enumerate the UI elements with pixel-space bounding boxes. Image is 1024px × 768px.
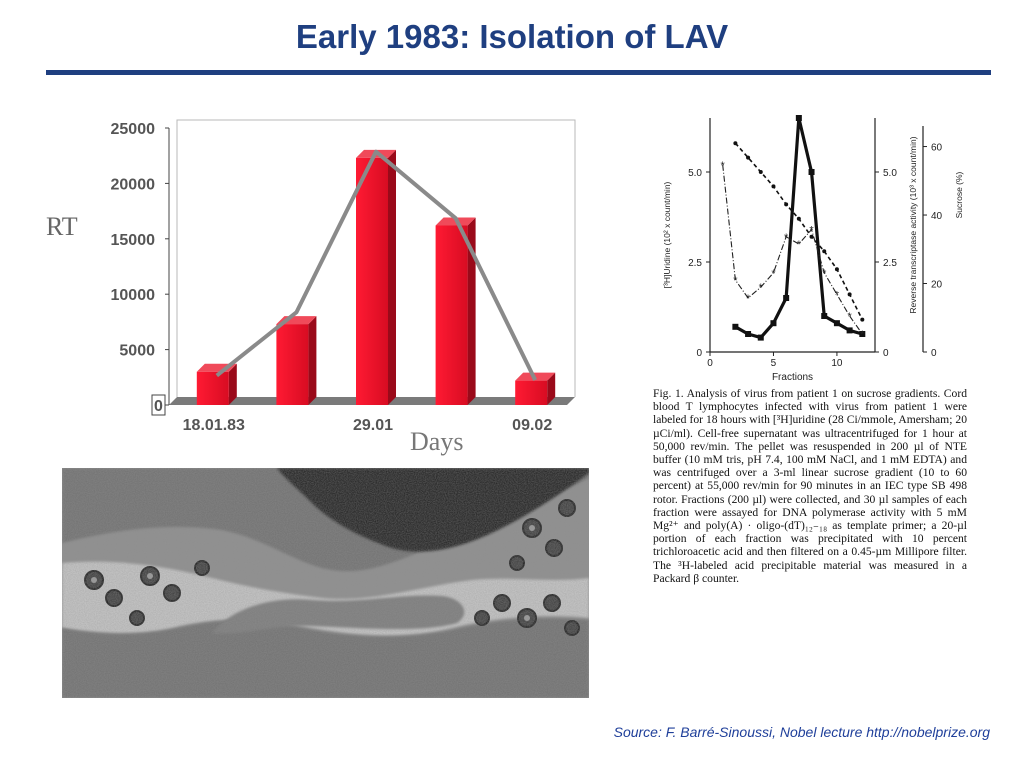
bar	[515, 380, 548, 405]
slide-title: Early 1983: Isolation of LAV	[295, 18, 729, 55]
uridine-point: *	[784, 232, 789, 244]
y-axis-label: RT	[46, 212, 78, 241]
rt-activity-point	[859, 331, 866, 337]
x-tick-label: 18.01.83	[183, 417, 245, 434]
uridine-point: *	[746, 293, 751, 305]
sucrose-point	[758, 170, 763, 174]
sucrose-point	[796, 216, 801, 221]
rt-activity-point	[833, 320, 840, 327]
sucrose-point	[784, 202, 789, 207]
sucrose-point	[847, 292, 852, 297]
bar-side	[547, 372, 556, 405]
uridine-line	[722, 164, 863, 335]
uridine-point: *	[835, 289, 840, 301]
sucrose-point	[822, 249, 827, 254]
uridine-point: *	[771, 268, 776, 280]
rt-activity-point	[783, 295, 790, 301]
trend-line	[215, 149, 537, 381]
right-tick-label: 2.5	[883, 258, 897, 269]
uridine-point: *	[797, 239, 802, 251]
sucrose-point	[733, 141, 738, 146]
figure-caption: Fig. 1. Analysis of virus from patient 1…	[653, 387, 967, 585]
x-axis-label: Fractions	[772, 372, 813, 383]
sucrose-tick-label: 40	[931, 211, 943, 222]
uridine-point: *	[759, 282, 764, 294]
zero-label-box	[151, 394, 166, 416]
title-divider	[46, 70, 991, 75]
bar-side	[467, 217, 476, 405]
bar	[356, 157, 388, 405]
rt-activity-point	[745, 331, 752, 337]
sucrose-tick-label: 60	[931, 143, 943, 154]
sucrose-tick-label: 20	[931, 280, 943, 291]
right-tick-label: 0	[883, 348, 889, 359]
uridine-point: *	[860, 329, 865, 341]
uridine-point: *	[847, 311, 852, 323]
sucrose-axis-label: Sucrose (%)	[954, 171, 964, 218]
left-axis-label: [³H]Uridine (10² x count/min)	[662, 181, 672, 288]
rt-activity-point	[732, 323, 739, 330]
bar-side	[388, 149, 396, 405]
y-tick-label: 25000	[111, 121, 156, 138]
rt-activity-point	[757, 334, 764, 341]
sucrose-point	[809, 234, 814, 239]
bar-side	[228, 363, 237, 405]
left-tick-label: 0	[696, 348, 702, 359]
x-tick-label: 10	[831, 358, 843, 369]
bar	[276, 324, 309, 405]
uridine-point: *	[733, 275, 738, 287]
sucrose-point	[860, 317, 865, 322]
left-tick-label: 5.0	[688, 168, 702, 179]
sucrose-point	[746, 155, 751, 160]
sucrose-plot-body: 0 5 10 Fractions 5.0 2.5 0 5.0 2.5 0 60 40 20 0 [³H]Ur…	[662, 115, 964, 383]
bar	[435, 225, 468, 405]
uridine-point: *	[809, 225, 814, 237]
sucrose-point	[771, 184, 776, 189]
rt-activity-point	[808, 169, 815, 175]
x-axis-label: Days	[410, 427, 463, 456]
right-axis-label: Reverse transcriptase activity (10³ x co…	[908, 136, 918, 313]
y-tick-label: 5000	[119, 343, 155, 360]
sucrose-gradient-plot: 0 5 10 Fractions 5.0 2.5 0 5.0 2.5 0 60 40 20 0 [³H]Ur…	[662, 115, 964, 383]
x-tick-label: 0	[707, 358, 713, 369]
x-tick-label: 5	[771, 358, 777, 369]
sucrose-tick-label: 0	[931, 348, 937, 359]
y-tick-label: 10000	[111, 287, 156, 304]
rt-activity-point	[795, 115, 802, 121]
uridine-point: *	[822, 268, 827, 280]
plot-frame	[176, 119, 576, 397]
left-tick-label: 2.5	[688, 258, 702, 269]
rt-activity-point	[821, 313, 828, 319]
y-tick-label: 15000	[111, 232, 156, 249]
bar-side	[308, 316, 317, 405]
bar-chart-body: 25000 20000 15000 10000 5000 0 18.01.83 29.01 09…	[46, 119, 576, 456]
electron-micrograph	[62, 468, 589, 698]
sucrose-point	[834, 267, 839, 272]
y-tick-label: 0	[154, 398, 163, 415]
rt-bar-chart: 25000 20000 15000 10000 5000 0 18.01.83 29.01 09…	[46, 119, 576, 456]
x-tick-label: 29.01	[353, 417, 393, 434]
x-tick-label: 09.02	[512, 417, 552, 434]
rt-activity-point	[846, 327, 853, 334]
source-citation: Source: F. Barré-Sinoussi, Nobel lecture…	[613, 724, 990, 740]
bar	[196, 371, 229, 405]
rt-activity-point	[770, 320, 777, 327]
uridine-point: *	[721, 160, 726, 172]
right-tick-label: 5.0	[883, 168, 897, 179]
y-tick-label: 20000	[111, 176, 156, 193]
